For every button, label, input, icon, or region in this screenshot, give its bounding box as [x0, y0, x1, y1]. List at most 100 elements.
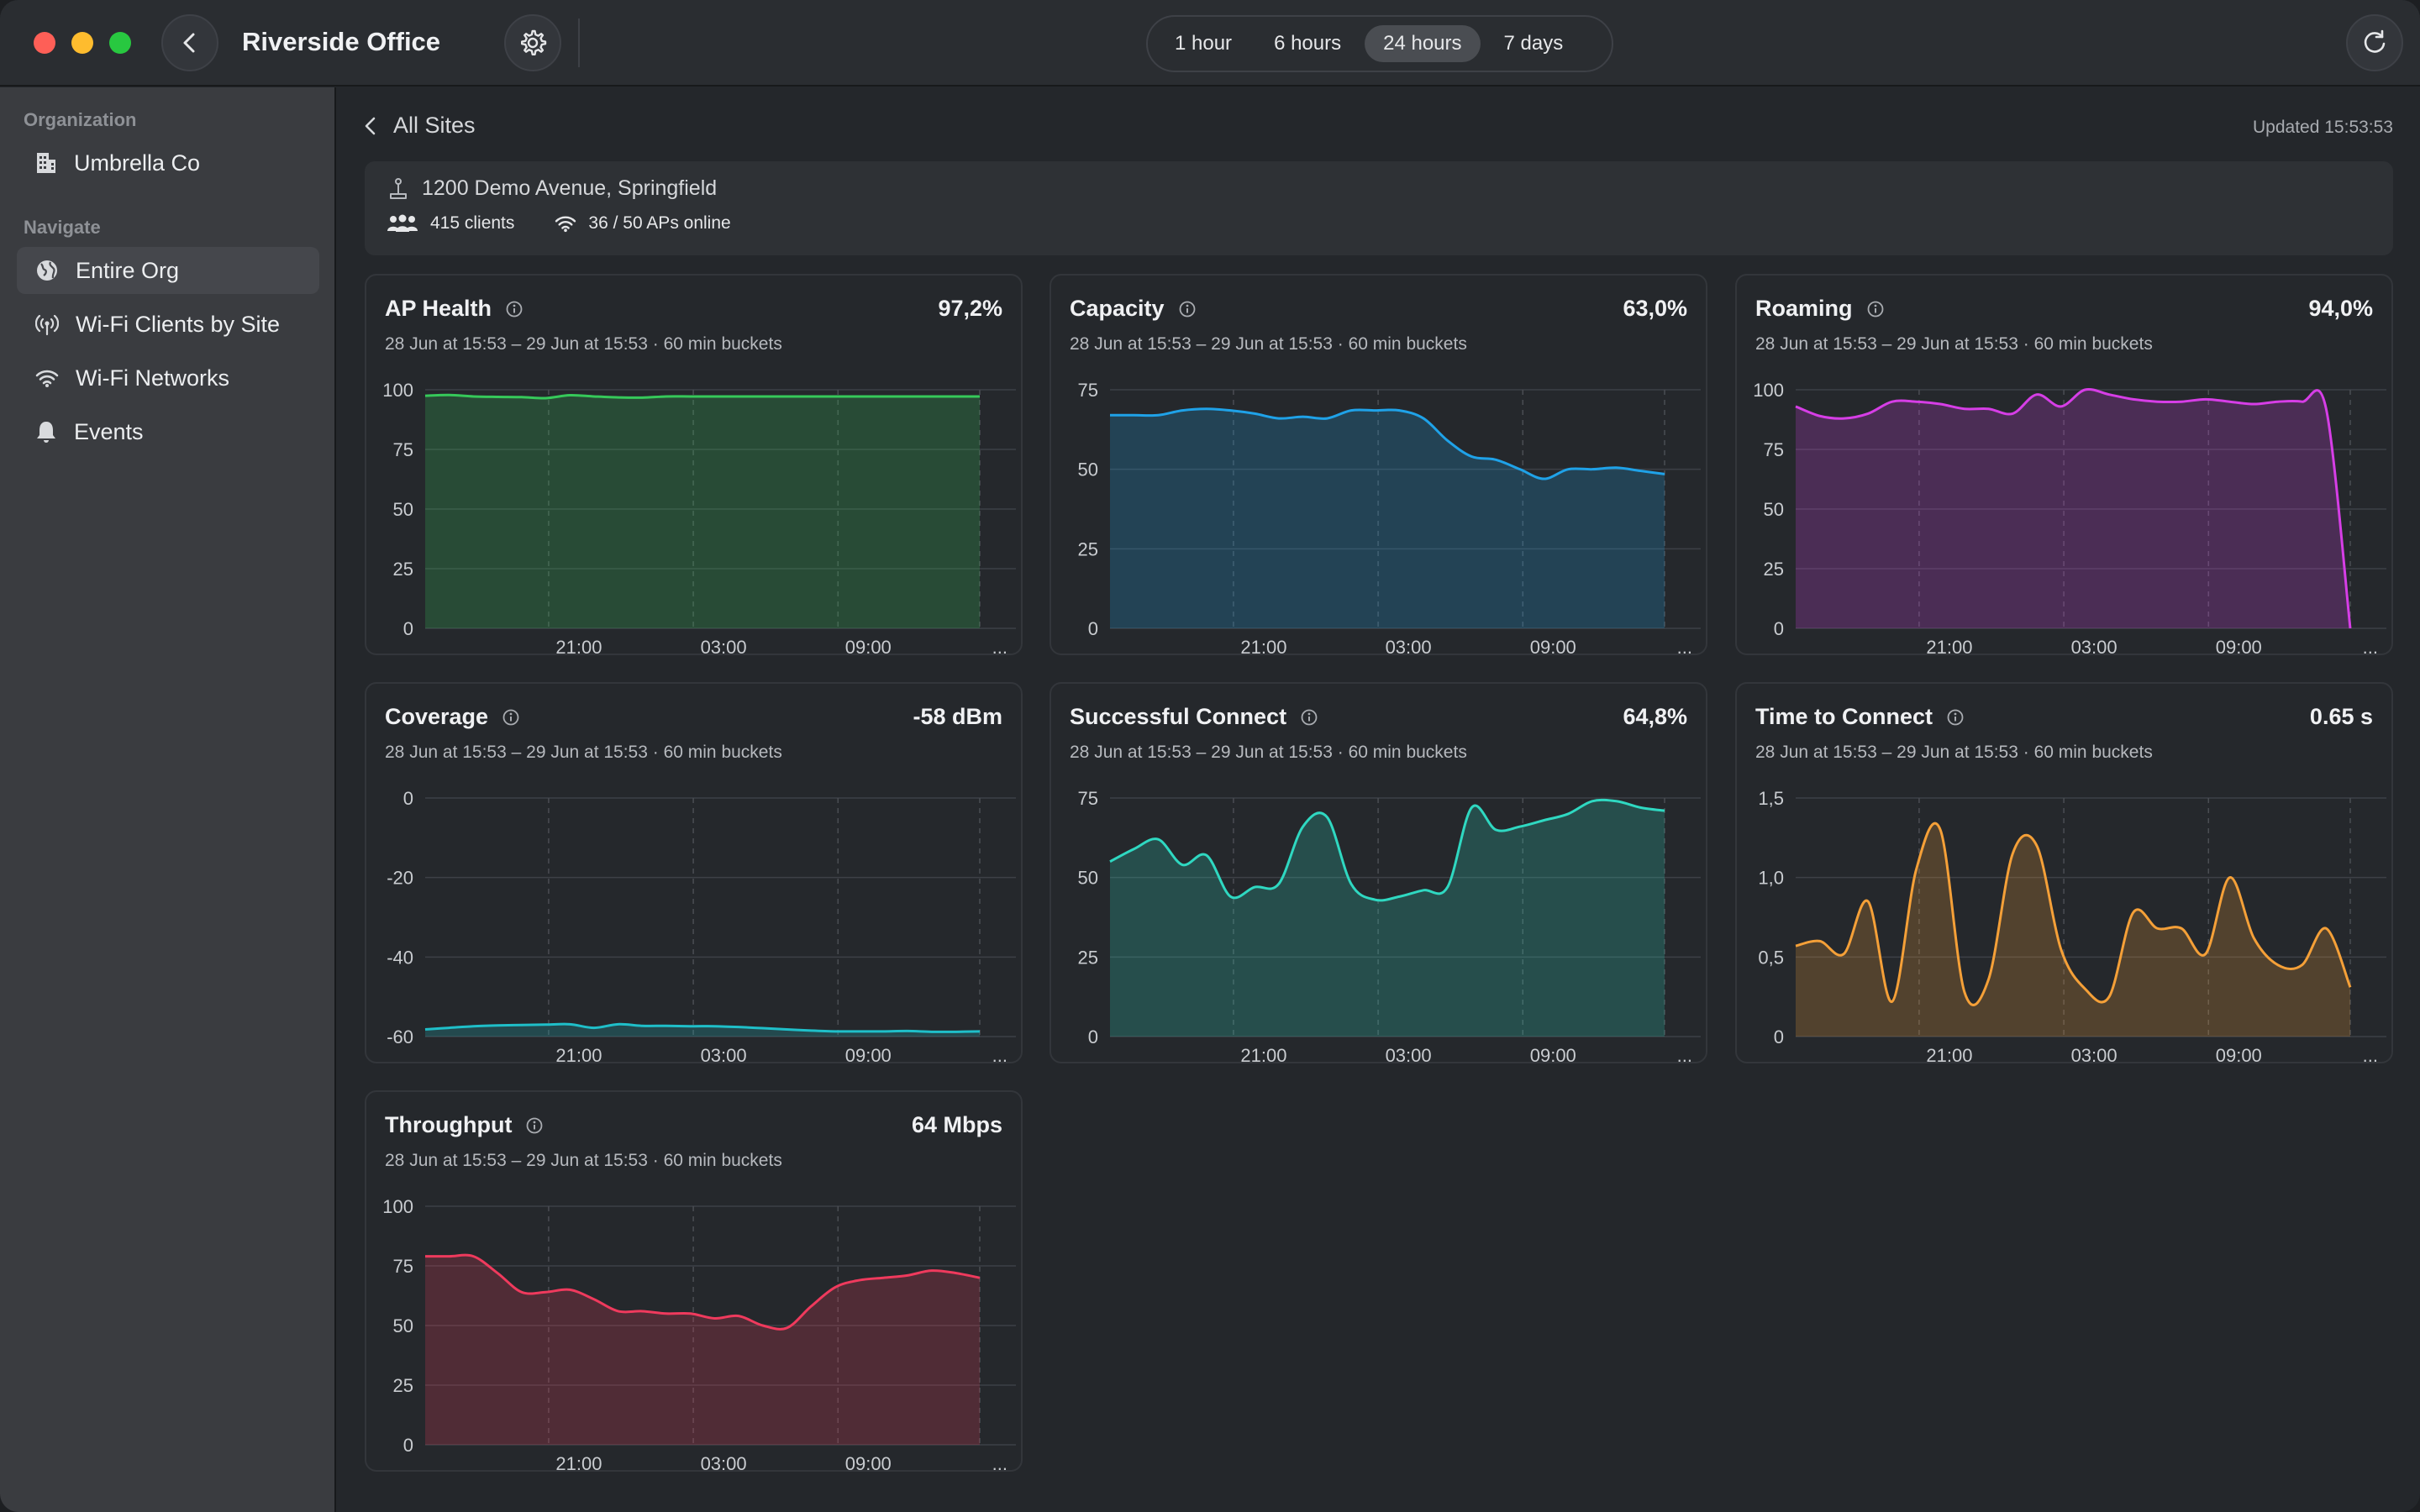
series-area [1796, 823, 2350, 1037]
sidebar-item-label: Wi-Fi Networks [76, 365, 229, 391]
card-subtitle: 28 Jun at 15:53 – 29 Jun at 15:53 · 60 m… [385, 334, 782, 354]
chart-plot: 100 75 50 25 0 21:00 03:00 09:00... [382, 1196, 1016, 1470]
card-subtitle: 28 Jun at 15:53 – 29 Jun at 15:53 · 60 m… [1755, 334, 2153, 354]
info-icon[interactable] [505, 300, 523, 318]
sidebar-section-organization: Organization [24, 109, 137, 130]
y-tick-label: 100 [382, 1196, 413, 1217]
range-1-hour[interactable]: 1 hour [1175, 32, 1233, 55]
range-24-hours[interactable]: 24 hours [1365, 25, 1481, 62]
last-updated: Updated 15:53:53 [2253, 118, 2393, 137]
series-area [1110, 800, 1665, 1037]
chart-card-roaming: Roaming 94,0% 28 Jun at 15:53 – 29 Jun a… [1735, 274, 2393, 655]
chart-plot: 75 50 25 0 21:00 03:00 09:00... [1078, 788, 1701, 1062]
info-icon[interactable] [502, 708, 520, 727]
x-tick-label: ... [1677, 637, 1692, 654]
info-icon[interactable] [1866, 300, 1885, 318]
series-line [424, 393, 980, 400]
card-subtitle: 28 Jun at 15:53 – 29 Jun at 15:53 · 60 m… [1070, 334, 1467, 354]
card-title: AP Health [385, 296, 492, 321]
y-tick-label: 75 [1078, 788, 1098, 809]
series-area [425, 1024, 980, 1037]
info-icon[interactable] [1178, 300, 1197, 318]
org-name: Umbrella Co [74, 150, 201, 176]
toolbar-divider [578, 18, 580, 67]
x-tick-label: 21:00 [1240, 637, 1286, 654]
series-line [1110, 407, 1665, 480]
people-icon [387, 214, 418, 232]
info-icon[interactable] [1300, 708, 1318, 727]
site-aps: 36 / 50 APs online [588, 213, 731, 233]
card-value: 94,0% [2308, 296, 2373, 321]
info-icon[interactable] [1946, 708, 1965, 727]
chart-plot: 100 75 50 25 0 21:00 03:00 09:00... [1753, 380, 2386, 654]
x-tick-label: 21:00 [555, 637, 602, 654]
back-button[interactable] [161, 14, 218, 71]
info-icon[interactable] [525, 1116, 544, 1135]
x-tick-label: 09:00 [2216, 637, 2262, 654]
x-tick-label: 03:00 [1386, 637, 1432, 654]
series-line [425, 1253, 981, 1331]
card-title: Roaming [1755, 296, 1853, 321]
antenna-icon [35, 314, 59, 336]
y-tick-label: 100 [382, 380, 413, 401]
sidebar-item-wifi-clients[interactable]: Wi-Fi Clients by Site [17, 301, 319, 348]
refresh-button[interactable] [2346, 14, 2403, 71]
x-tick-label: 09:00 [845, 637, 892, 654]
card-title: Capacity [1070, 296, 1165, 321]
time-range-selector: 1 hour 6 hours 24 hours 7 days [1146, 15, 1613, 72]
series-area [425, 1255, 980, 1445]
x-tick-label: 09:00 [1530, 1045, 1576, 1062]
card-value: 97,2% [938, 296, 1002, 321]
sidebar-item-events[interactable]: Events [17, 408, 319, 455]
y-tick-label: 75 [1764, 439, 1784, 460]
y-tick-label: 25 [1764, 559, 1784, 580]
x-tick-label: 21:00 [1926, 637, 1972, 654]
minimize-window-button[interactable] [71, 32, 93, 54]
chart-card-throughput: Throughput 64 Mbps 28 Jun at 15:53 – 29 … [365, 1090, 1023, 1472]
range-7-days[interactable]: 7 days [1503, 32, 1564, 55]
y-tick-label: 25 [393, 1375, 413, 1396]
y-tick-label: 25 [1078, 538, 1098, 559]
chart-plot: 75 50 25 0 21:00 03:00 09:00... [1078, 380, 1701, 654]
y-tick-label: 50 [1078, 868, 1098, 889]
y-tick-label: 0 [403, 788, 413, 809]
x-tick-label: 03:00 [701, 637, 747, 654]
zoom-window-button[interactable] [109, 32, 131, 54]
x-tick-label: 03:00 [701, 1453, 747, 1470]
building-icon [37, 153, 55, 173]
x-tick-label: 03:00 [701, 1045, 747, 1062]
breadcrumb-all-sites: All Sites [393, 113, 476, 138]
sidebar-item-entire-org[interactable]: Entire Org [17, 247, 319, 294]
sidebar: Organization Umbrella Co Navigate Entire [0, 87, 336, 1512]
card-value: 63,0% [1623, 296, 1687, 321]
card-title: Throughput [385, 1112, 513, 1137]
x-tick-label: 03:00 [2071, 637, 2118, 654]
chart-card-ap-health: AP Health 97,2% 28 Jun at 15:53 – 29 Jun… [365, 274, 1023, 655]
series-area [425, 395, 980, 628]
x-tick-label: 21:00 [1926, 1045, 1972, 1062]
sidebar-item-label: Events [74, 418, 144, 444]
chart-card-time-to-connect: Time to Connect 0.65 s 28 Jun at 15:53 –… [1735, 682, 2393, 1063]
chevron-left-icon [365, 117, 376, 134]
series-line [424, 1022, 981, 1033]
sidebar-item-wifi-networks[interactable]: Wi-Fi Networks [17, 354, 319, 402]
settings-button[interactable] [504, 14, 561, 71]
breadcrumb[interactable]: All Sites [363, 113, 476, 139]
range-6-hours[interactable]: 6 hours [1274, 32, 1342, 55]
card-title: Successful Connect [1070, 704, 1287, 729]
close-window-button[interactable] [34, 32, 55, 54]
sidebar-item-org[interactable]: Umbrella Co [17, 139, 319, 186]
chart-plot: 1,5 1,0 0,5 0 21:00 03:00 09:00... [1758, 788, 2386, 1062]
card-value: 64 Mbps [911, 1112, 1002, 1137]
card-title: Coverage [385, 704, 489, 729]
y-tick-label: 0 [1088, 1026, 1098, 1047]
sidebar-item-label: Entire Org [76, 257, 180, 283]
x-tick-label: 09:00 [2216, 1045, 2262, 1062]
x-tick-label: 09:00 [845, 1045, 892, 1062]
y-tick-label: 75 [393, 439, 413, 460]
y-tick-label: 0 [1774, 618, 1784, 639]
chart-plot: 100 75 50 25 0 21:00 03:00 09:00... [382, 380, 1016, 654]
gear-icon [521, 29, 547, 55]
x-tick-label: 03:00 [2071, 1045, 2118, 1062]
